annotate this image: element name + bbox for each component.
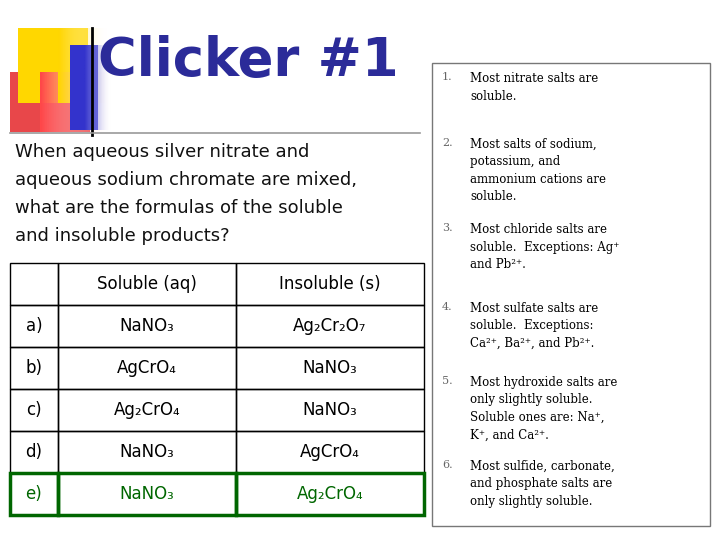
- Text: NaNO₃: NaNO₃: [302, 401, 357, 419]
- Bar: [58, 389, 236, 431]
- Text: AgCrO₄: AgCrO₄: [117, 359, 177, 377]
- Bar: [236, 263, 424, 305]
- Bar: [236, 431, 424, 473]
- Text: NaNO₃: NaNO₃: [120, 443, 174, 461]
- Bar: [10, 263, 58, 305]
- Text: Most nitrate salts are
soluble.: Most nitrate salts are soluble.: [470, 72, 598, 103]
- Text: what are the formulas of the soluble: what are the formulas of the soluble: [15, 199, 343, 217]
- Text: Clicker #1: Clicker #1: [98, 35, 399, 87]
- Text: NaNO₃: NaNO₃: [302, 359, 357, 377]
- Text: Ag₂CrO₄: Ag₂CrO₄: [114, 401, 180, 419]
- Text: NaNO₃: NaNO₃: [120, 317, 174, 335]
- Text: 6.: 6.: [442, 460, 453, 470]
- Bar: [10, 347, 58, 389]
- Text: When aqueous silver nitrate and: When aqueous silver nitrate and: [15, 143, 310, 161]
- Text: Most sulfate salts are
soluble.  Exceptions:
Ca²⁺, Ba²⁺, and Pb²⁺.: Most sulfate salts are soluble. Exceptio…: [470, 302, 598, 350]
- Bar: [10, 72, 90, 132]
- Bar: [10, 431, 58, 473]
- Text: b): b): [25, 359, 42, 377]
- Text: 3.: 3.: [442, 223, 453, 233]
- Bar: [236, 473, 424, 515]
- Text: AgCrO₄: AgCrO₄: [300, 443, 360, 461]
- Text: Most sulfide, carbonate,
and phosphate salts are
only slightly soluble.: Most sulfide, carbonate, and phosphate s…: [470, 460, 615, 508]
- Bar: [236, 473, 424, 515]
- Text: Insoluble (s): Insoluble (s): [279, 275, 381, 293]
- Text: 1.: 1.: [442, 72, 453, 82]
- Bar: [58, 263, 236, 305]
- Bar: [10, 389, 58, 431]
- Text: d): d): [25, 443, 42, 461]
- Bar: [58, 305, 236, 347]
- Text: Ag₂CrO₄: Ag₂CrO₄: [297, 485, 364, 503]
- Text: 4.: 4.: [442, 302, 453, 312]
- Bar: [236, 305, 424, 347]
- Text: a): a): [26, 317, 42, 335]
- Bar: [58, 473, 236, 515]
- Text: Soluble (aq): Soluble (aq): [97, 275, 197, 293]
- Bar: [236, 347, 424, 389]
- Bar: [10, 305, 58, 347]
- Bar: [18, 28, 88, 103]
- Text: 5.: 5.: [442, 376, 453, 386]
- Bar: [432, 63, 710, 526]
- Text: c): c): [26, 401, 42, 419]
- Bar: [58, 431, 236, 473]
- Bar: [58, 473, 236, 515]
- Text: Most salts of sodium,
potassium, and
ammonium cations are
soluble.: Most salts of sodium, potassium, and amm…: [470, 138, 606, 204]
- Text: aqueous sodium chromate are mixed,: aqueous sodium chromate are mixed,: [15, 171, 357, 189]
- Bar: [236, 389, 424, 431]
- Text: Most hydroxide salts are
only slightly soluble.
Soluble ones are: Na⁺,
K⁺, and C: Most hydroxide salts are only slightly s…: [470, 376, 617, 442]
- Text: 2.: 2.: [442, 138, 453, 148]
- Text: and insoluble products?: and insoluble products?: [15, 227, 230, 245]
- Bar: [10, 473, 58, 515]
- Bar: [58, 347, 236, 389]
- Text: Ag₂Cr₂O₇: Ag₂Cr₂O₇: [293, 317, 366, 335]
- Text: NaNO₃: NaNO₃: [120, 485, 174, 503]
- Text: e): e): [26, 485, 42, 503]
- Bar: [10, 473, 58, 515]
- Text: Most chloride salts are
soluble.  Exceptions: Ag⁺
and Pb²⁺.: Most chloride salts are soluble. Excepti…: [470, 223, 619, 271]
- Bar: [70, 45, 98, 130]
